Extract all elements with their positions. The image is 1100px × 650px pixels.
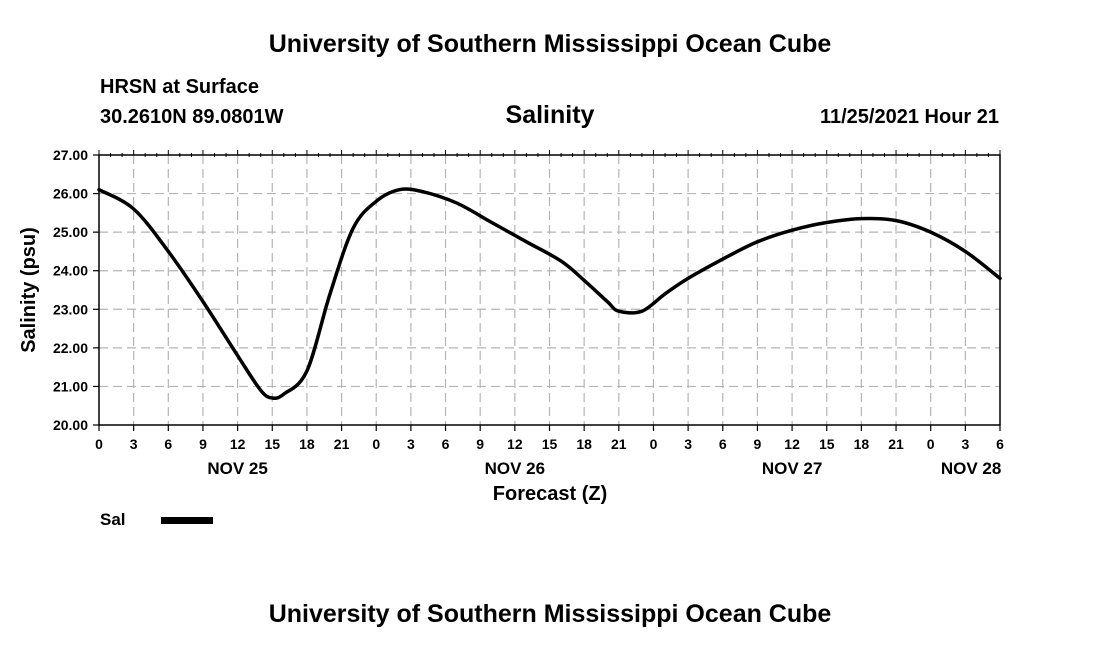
- x-tick-label: 9: [199, 436, 207, 452]
- x-tick-label: 12: [230, 436, 246, 452]
- x-tick-label: 0: [650, 436, 658, 452]
- x-tick-label: 3: [407, 436, 415, 452]
- x-tick-label: 21: [888, 436, 904, 452]
- chart-title: University of Southern Mississippi Ocean…: [268, 30, 832, 58]
- footer-title: University of Southern Mississippi Ocean…: [268, 600, 832, 628]
- axis-labels: 20.00 21.00 22.00 23.00 24.00 25.00 26.00 27.00…: [53, 147, 1004, 478]
- legend-label: Sal: [100, 510, 126, 529]
- y-tick-label: 25.00: [53, 224, 88, 240]
- x-tick-label: 18: [854, 436, 870, 452]
- y-tick-label: 22.00: [53, 340, 88, 356]
- series-line-sal: [97, 187, 1002, 401]
- variable-title: Salinity: [505, 101, 595, 129]
- x-tick-label: 6: [719, 436, 727, 452]
- day-label: NOV 27: [762, 459, 822, 478]
- x-tick-label: 3: [684, 436, 692, 452]
- y-tick-label: 23.00: [53, 301, 88, 317]
- x-tick-label: 0: [927, 436, 935, 452]
- day-label: NOV 26: [485, 459, 545, 478]
- issue-time: 11/25/2021 Hour 21: [819, 106, 999, 128]
- x-tick-label: 0: [95, 436, 103, 452]
- x-tick-label: 9: [476, 436, 484, 452]
- x-tick-label: 3: [130, 436, 138, 452]
- x-tick-label: 6: [996, 436, 1004, 452]
- x-tick-label: 9: [754, 436, 762, 452]
- station-coordinates: 30.2610N 89.0801W: [100, 106, 284, 128]
- y-tick-label: 20.00: [53, 417, 88, 433]
- day-label: NOV 28: [941, 459, 1001, 478]
- legend-swatch: [161, 517, 213, 524]
- x-tick-label: 0: [372, 436, 380, 452]
- y-tick-label: 26.00: [53, 186, 88, 202]
- x-tick-label: 15: [819, 436, 835, 452]
- x-tick-label: 3: [961, 436, 969, 452]
- x-tick-label: 12: [507, 436, 523, 452]
- y-tick-label: 24.00: [53, 263, 88, 279]
- y-tick-label: 21.00: [53, 378, 88, 394]
- y-tick-label: 27.00: [53, 147, 88, 163]
- station-name: HRSN at Surface: [100, 76, 259, 98]
- day-label: NOV 25: [207, 459, 267, 478]
- x-tick-label: 21: [611, 436, 627, 452]
- y-axis-title: Salinity (psu): [18, 227, 40, 353]
- grid: [99, 155, 1000, 425]
- x-tick-label: 18: [299, 436, 315, 452]
- x-tick-label: 15: [542, 436, 558, 452]
- x-tick-label: 18: [576, 436, 592, 452]
- x-tick-label: 15: [264, 436, 280, 452]
- x-tick-label: 6: [442, 436, 450, 452]
- x-tick-label: 21: [334, 436, 350, 452]
- x-tick-label: 6: [164, 436, 172, 452]
- x-axis-title: Forecast (Z): [493, 483, 607, 505]
- x-tick-label: 12: [784, 436, 800, 452]
- axis-ticks: [93, 150, 1001, 431]
